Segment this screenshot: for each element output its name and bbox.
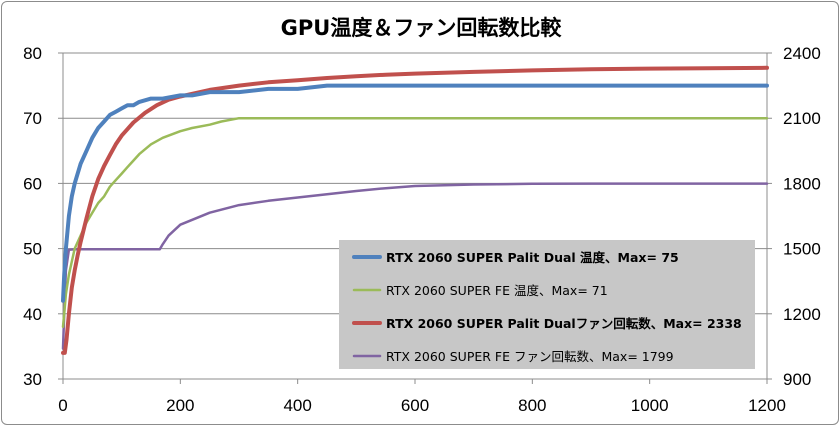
series-line-2 — [61, 116, 769, 329]
series-line-1 — [61, 83, 769, 303]
y-tick-label: 60 — [23, 174, 42, 193]
y2-tick-label: 1800 — [783, 174, 821, 193]
x-tick-label: 400 — [283, 396, 311, 415]
x-tick-label: 0 — [58, 396, 67, 415]
y-tick-label: 40 — [23, 305, 42, 324]
y2-tick-label: 1500 — [783, 240, 821, 259]
legend-label: RTX 2060 SUPER FE ファン回転数、Max= 1799 — [386, 349, 674, 364]
y2-tick-label: 1200 — [783, 305, 821, 324]
series-lines — [61, 65, 769, 355]
chart-title: GPU温度＆ファン回転数比較 — [281, 16, 563, 40]
x-tick-label: 1000 — [631, 396, 669, 415]
y-tick-label: 70 — [23, 109, 42, 128]
x-tick-label: 1200 — [748, 396, 786, 415]
y-tick-label: 80 — [23, 44, 42, 63]
x-tick-label: 200 — [166, 396, 194, 415]
y2-tick-label: 2100 — [783, 109, 821, 128]
legend-label: RTX 2060 SUPER FE 温度、Max= 71 — [386, 283, 608, 298]
legend: RTX 2060 SUPER Palit Dual 温度、Max= 75 RTX … — [339, 240, 755, 369]
y-tick-label: 30 — [23, 370, 42, 389]
legend-box — [339, 240, 755, 369]
y2-tick-label: 2400 — [783, 44, 821, 63]
legend-label: RTX 2060 SUPER Palit Dual 温度、Max= 75 — [386, 250, 679, 265]
y-tick-label: 50 — [23, 240, 42, 259]
x-tick-label: 800 — [518, 396, 546, 415]
x-tick-label: 600 — [401, 396, 429, 415]
series-line-3 — [61, 65, 769, 355]
legend-label: RTX 2060 SUPER Palit Dualファン回転数、Max= 233… — [386, 316, 742, 331]
y2-tick-label: 900 — [783, 370, 811, 389]
tick-labels: 30 40 50 60 70 80 900 1200 1500 1800 2100 2400 0 200 4… — [23, 44, 821, 415]
